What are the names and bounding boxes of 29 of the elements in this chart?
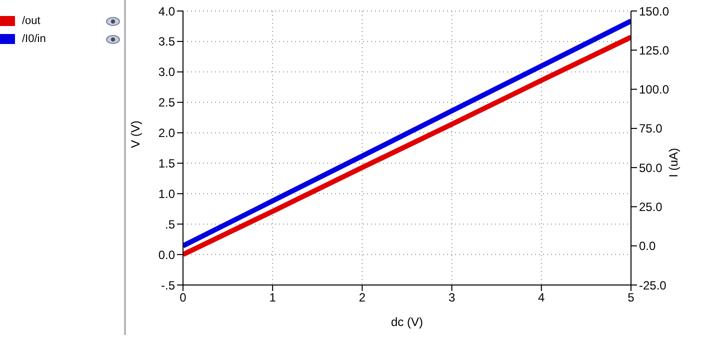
y-axis-title: V (V) xyxy=(128,120,142,148)
x-tick-label: 3 xyxy=(448,290,456,305)
x-tick-label: 5 xyxy=(628,290,635,305)
y-tick-label: 3.0 xyxy=(158,65,176,80)
y-tick-label: 2.0 xyxy=(158,126,176,140)
y2-tick-label: 50.0 xyxy=(639,160,663,175)
y2-tick-label: 125.0 xyxy=(639,43,670,58)
legend-label: /I0/in xyxy=(22,33,47,45)
y2-tick-label: -25.0 xyxy=(639,278,667,292)
y-tick-label: 4.0 xyxy=(158,4,176,18)
y2-tick-label: 75.0 xyxy=(639,122,663,136)
x-tick-label: 2 xyxy=(358,290,366,305)
y-tick-label: 3.5 xyxy=(158,34,176,49)
y-tick-label: -.5 xyxy=(160,278,176,292)
y-tick-label: 2.5 xyxy=(158,96,176,110)
x-tick-label: 0 xyxy=(180,290,187,305)
y2-axis-title: I (uA) xyxy=(666,148,680,178)
legend-label: /out xyxy=(22,15,42,27)
y-tick-label: 0.0 xyxy=(158,248,176,262)
x-axis-title: dc (V) xyxy=(390,315,424,329)
y-tick-label: 1.0 xyxy=(158,186,176,201)
y2-tick-label: 0.0 xyxy=(639,239,656,254)
y2-tick-label: 150.0 xyxy=(639,4,670,18)
x-tick-label: 4 xyxy=(538,290,546,305)
y-tick-label: 1.5 xyxy=(158,156,176,170)
y2-tick-label: 25.0 xyxy=(639,200,663,214)
x-tick-label: 1 xyxy=(269,290,276,305)
y-tick-label: .5 xyxy=(164,217,176,232)
y2-tick-label: 100.0 xyxy=(639,82,670,97)
